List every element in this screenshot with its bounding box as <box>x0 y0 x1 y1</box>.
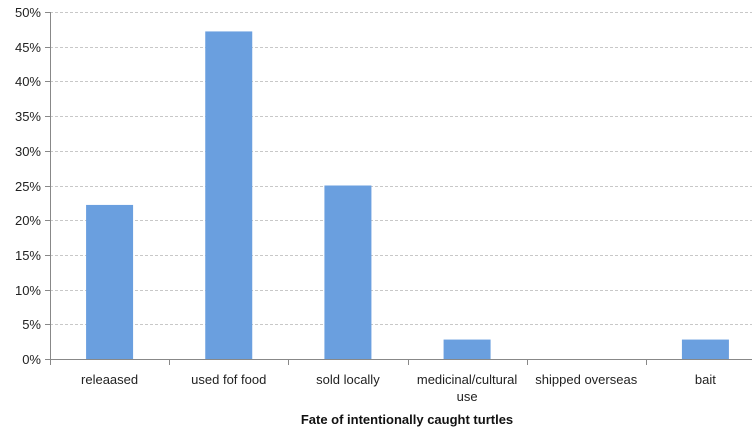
y-tick-labels: 0% 5% 10% 15% 20% 25% 30% 35% 40% 45% 50% <box>15 5 41 367</box>
x-category-label: medicinal/cultural <box>417 372 518 387</box>
x-category-label: releaased <box>81 372 138 387</box>
x-category-label: used fof food <box>191 372 266 387</box>
y-tick-label: 5% <box>22 317 41 332</box>
y-tick-label: 15% <box>15 248 41 263</box>
bar-5 <box>681 339 729 359</box>
x-category-labels: releaased used fof food sold locally medici… <box>81 372 716 404</box>
y-tick-label: 40% <box>15 74 41 89</box>
y-tick-label: 10% <box>15 283 41 298</box>
y-tick-label: 20% <box>15 213 41 228</box>
y-tick-label: 0% <box>22 352 41 367</box>
y-tick-label: 45% <box>15 40 41 55</box>
y-tick-label: 25% <box>15 179 41 194</box>
bar-0 <box>86 204 134 359</box>
bars <box>86 31 729 359</box>
x-category-label: shipped overseas <box>535 372 637 387</box>
gridlines <box>50 12 752 325</box>
y-tick-label: 50% <box>15 5 41 20</box>
x-category-label: sold locally <box>316 372 380 387</box>
bar-1 <box>205 31 253 359</box>
x-axis-title: Fate of intentionally caught turtles <box>301 412 513 427</box>
axes <box>45 12 752 365</box>
y-tick-label: 30% <box>15 144 41 159</box>
x-category-label: bait <box>695 372 716 387</box>
bar-3 <box>443 339 491 359</box>
y-tick-label: 35% <box>15 109 41 124</box>
bar-2 <box>324 185 372 359</box>
x-category-label: use <box>457 389 478 404</box>
